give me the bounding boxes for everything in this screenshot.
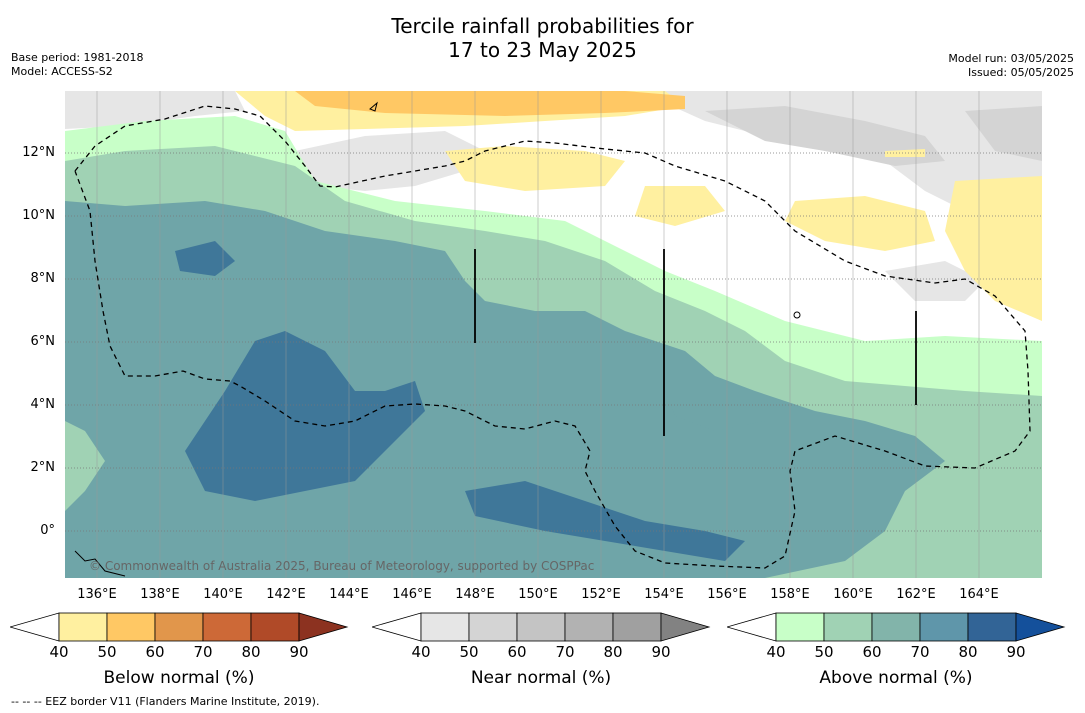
colorbar-near-tick: 60: [507, 643, 527, 661]
islands: [74, 101, 801, 577]
issued-text: Issued: 05/05/2025: [967, 66, 1074, 79]
lon-label-150e: 150°E: [518, 587, 558, 602]
colorbar-below-title: Below normal (%): [103, 668, 255, 688]
lon-label-148e: 148°E: [455, 587, 495, 602]
colorbar-near-normal: 40 50 60 70 80 90 Near normal (%): [370, 612, 712, 688]
model-run-info: Model run: 03/05/2025 Issued: 05/05/2025: [948, 52, 1074, 80]
colorbar-near-tick: 50: [459, 643, 479, 661]
colorbar-near-tick: 40: [411, 643, 431, 661]
lon-label-156e: 156°E: [707, 587, 747, 602]
lon-label-136e: 136°E: [77, 587, 117, 602]
lon-label-154e: 154°E: [644, 587, 684, 602]
lon-label-140e: 140°E: [203, 587, 243, 602]
title-line-2: 17 to 23 May 2025: [448, 38, 637, 62]
below-normal-darker: [295, 91, 685, 116]
lon-label-160e: 160°E: [833, 587, 873, 602]
lon-label-152e: 152°E: [581, 587, 621, 602]
map-title: Tercile rainfall probabilities for 17 to…: [0, 14, 1085, 62]
lat-label-12n: 12°N: [22, 145, 55, 160]
colorbar-below-tick: 40: [49, 643, 69, 661]
colorbar-near-tick: 70: [555, 643, 575, 661]
lon-label-162e: 162°E: [896, 587, 936, 602]
copyright-text: © Commonwealth of Australia 2025, Bureau…: [89, 559, 595, 573]
above-normal-80: [175, 241, 745, 561]
eez-border-footnote: -- -- -- EEZ border V11 (Flanders Marine…: [11, 695, 320, 708]
lon-label-164e: 164°E: [959, 587, 999, 602]
colorbar-below-tick: 70: [193, 643, 213, 661]
colorbar-above-tick: 70: [910, 643, 930, 661]
colorbar-below-normal: 40 50 60 70 80 90 Below normal (%): [8, 612, 350, 688]
colorbar-above-title: Above normal (%): [819, 668, 973, 688]
colorbar-above-tick: 40: [766, 643, 786, 661]
model-run-text: Model run: 03/05/2025: [948, 52, 1074, 65]
colorbar-below-graphic: [8, 612, 349, 642]
colorbar-above-tick: 90: [1006, 643, 1026, 661]
lon-label-138e: 138°E: [140, 587, 180, 602]
colorbar-below-tick: 90: [289, 643, 309, 661]
lat-label-4n: 4°N: [30, 397, 56, 412]
lon-label-142e: 142°E: [266, 587, 306, 602]
model-text: Model: ACCESS-S2: [11, 65, 113, 78]
lat-label-10n: 10°N: [22, 208, 55, 223]
colorbar-near-graphic: [370, 612, 711, 642]
eez-border: [74, 105, 1031, 569]
lat-label-6n: 6°N: [30, 334, 56, 349]
rainfall-map: [65, 91, 1042, 578]
colorbar-near-title: Near normal (%): [470, 668, 612, 688]
base-period-text: Base period: 1981-2018: [11, 51, 144, 64]
base-period-info: Base period: 1981-2018 Model: ACCESS-S2: [11, 51, 143, 79]
colorbar-above-tick: 80: [958, 643, 978, 661]
colorbar-above-tick: 50: [814, 643, 834, 661]
lat-label-2n: 2°N: [30, 460, 56, 475]
border-lines: [474, 249, 917, 436]
lat-label-0: 0°: [40, 523, 55, 538]
colorbar-below-tick: 50: [97, 643, 117, 661]
lat-label-8n: 8°N: [30, 271, 56, 286]
colorbar-above-normal: 40 50 60 70 80 90 Above normal (%): [725, 612, 1067, 688]
lon-label-144e: 144°E: [329, 587, 369, 602]
lon-label-146e: 146°E: [392, 587, 432, 602]
colorbar-below-tick: 60: [145, 643, 165, 661]
colorbar-below-tick: 80: [241, 643, 261, 661]
title-line-1: Tercile rainfall probabilities for: [391, 14, 694, 38]
colorbar-near-tick: 80: [603, 643, 623, 661]
colorbar-near-tick: 90: [651, 643, 671, 661]
graticule: [65, 152, 1042, 532]
colorbar-above-tick: 60: [862, 643, 882, 661]
lon-label-158e: 158°E: [770, 587, 810, 602]
colorbar-above-graphic: [725, 612, 1066, 642]
